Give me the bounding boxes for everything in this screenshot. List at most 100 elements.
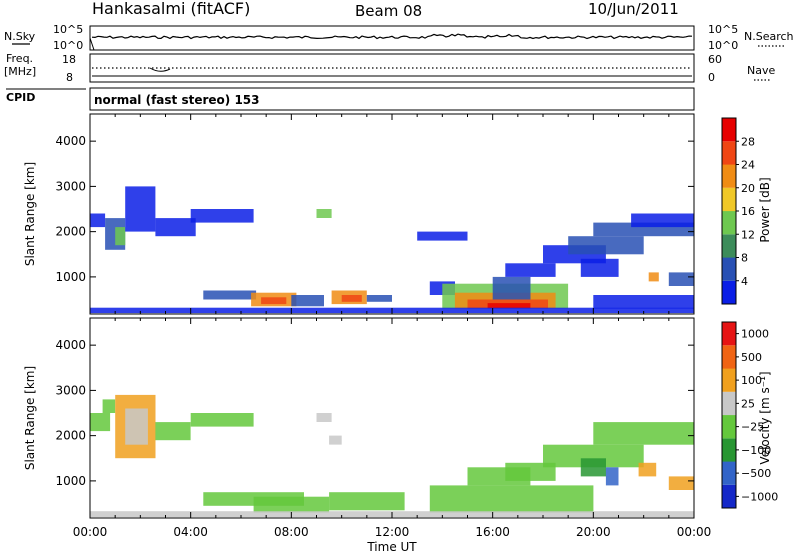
power-colorbar-seg-0 <box>722 280 736 305</box>
velocity-colorbar-seg-0 <box>722 484 736 509</box>
cpid-value: normal (fast stereo) 153 <box>94 93 260 107</box>
velocity-colorbar-seg-7 <box>722 322 736 346</box>
date-title: 10/Jun/2011 <box>588 0 679 18</box>
power-colorbar-label-2: 12 <box>741 228 755 241</box>
power-patch-25 <box>631 213 694 228</box>
freq-label-2: [MHz] <box>4 65 36 78</box>
power-patch-0 <box>90 213 106 228</box>
power-y-label: Slant Range [km] <box>23 162 37 266</box>
noise-tick-top-right: 10^5 <box>708 23 738 36</box>
noise-tick-bottom-left: 10^0 <box>53 39 83 52</box>
velocity-patch-0 <box>90 413 111 432</box>
velocity-colorbar-label-4: −25 <box>741 421 764 434</box>
station-title: Hankasalmi (fitACF) <box>92 0 250 18</box>
noise-tick-bottom-right: 10^0 <box>708 39 738 52</box>
velocity-patch-1 <box>102 399 116 413</box>
noise-start-tick <box>89 37 95 51</box>
velocity-y-label: Slant Range [km] <box>23 366 37 470</box>
power-colorbar-seg-6 <box>722 141 736 165</box>
power-y-ticks: 1000 2000 3000 4000 <box>55 114 695 314</box>
velocity-ytick-label-1: 2000 <box>55 429 86 443</box>
time-tick-label-5: 20:00 <box>576 525 611 539</box>
velocity-colorbar-label-2: 100 <box>741 374 762 387</box>
velocity-colorbar-seg-4 <box>722 391 736 416</box>
velocity-colorbar-label-3: 25 <box>741 397 755 410</box>
power-colorbar-label: Power [dB] <box>758 177 772 242</box>
nsky-trace <box>91 33 693 40</box>
power-patch-19 <box>487 303 531 309</box>
velocity-heatmap <box>90 394 694 518</box>
noise-panel: N.Sky 10^5 10^0 10^5 10^0 N.Search <box>4 23 794 52</box>
power-colorbar-label-3: 16 <box>741 205 755 218</box>
cpid-label: CPID <box>6 91 35 104</box>
power-patch-20 <box>492 276 531 300</box>
power-patch-30 <box>593 295 694 309</box>
time-x-label: Time UT <box>366 540 417 554</box>
velocity-colorbar: 1000 500 100 25 −25 −100 −500 −1000 <box>721 321 778 509</box>
power-colorbar-seg-1 <box>722 257 736 281</box>
velocity-colorbar-label-6: −500 <box>741 467 771 480</box>
velocity-frame <box>89 317 695 519</box>
power-patch-8 <box>261 297 287 305</box>
velocity-patch-15 <box>580 458 606 477</box>
velocity-colorbar-label-1: 500 <box>741 351 762 364</box>
velocity-colorbar-seg-3 <box>722 415 736 439</box>
power-patch-6 <box>203 290 257 300</box>
time-tick-label-3: 12:00 <box>375 525 410 539</box>
velocity-patch-13 <box>543 444 644 468</box>
velocity-colorbar-seg-6 <box>722 345 736 369</box>
velocity-y-ticks: 1000 2000 3000 4000 <box>55 318 695 518</box>
velocity-patch-9 <box>329 492 405 511</box>
velocity-patch-8 <box>316 413 332 422</box>
nsky-label: N.Sky <box>4 30 36 43</box>
time-tick-label-6: 00:00 <box>677 525 712 539</box>
power-patch-28 <box>668 272 694 286</box>
velocity-colorbar-seg-1 <box>722 461 736 485</box>
power-patch-2 <box>115 227 126 246</box>
beam-title: Beam 08 <box>355 2 422 20</box>
power-colorbar-label-1: 8 <box>741 252 748 265</box>
time-tick-label-2: 08:00 <box>274 525 309 539</box>
power-patch-12 <box>341 295 362 302</box>
power-ytick-label-0: 1000 <box>55 270 86 284</box>
velocity-ytick-label-2: 3000 <box>55 383 86 397</box>
power-patch-4 <box>155 218 196 237</box>
power-colorbar-label-0: 4 <box>741 275 748 288</box>
velocity-colorbar-seg-5 <box>722 368 736 392</box>
cpid-frame <box>89 87 695 111</box>
velocity-ytick-label-3: 4000 <box>55 338 86 352</box>
freq-tick-top: 18 <box>62 53 76 66</box>
velocity-patch-16 <box>605 467 619 486</box>
power-colorbar: 4 8 12 16 20 24 28 <box>721 117 755 305</box>
velocity-colorbar-frame <box>721 321 737 509</box>
time-x-ticks: 00:00 04:00 08:00 12:00 16:00 20:00 00:00 <box>73 525 712 539</box>
nave-label: Nave <box>747 64 775 77</box>
power-colorbar-label-4: 20 <box>741 182 755 195</box>
velocity-colorbar-label-5: −100 <box>741 444 771 457</box>
velocity-patch-4 <box>155 422 191 441</box>
power-ytick-label-1: 2000 <box>55 225 86 239</box>
velocity-patch-18 <box>668 476 694 490</box>
power-patch-26 <box>580 258 619 277</box>
velocity-patch-12 <box>505 462 556 481</box>
power-ytick-label-2: 3000 <box>55 179 86 193</box>
velocity-patch-7 <box>253 496 330 513</box>
power-panel: 1000 2000 3000 4000 Slant Range [km] 4 8 12 16… <box>23 113 772 315</box>
power-colorbar-label-6: 28 <box>741 135 755 148</box>
velocity-patch-20 <box>329 435 342 445</box>
power-patch-27 <box>648 272 659 282</box>
velocity-colorbar-label: Velocity [m s⁻¹] <box>758 371 772 464</box>
velocity-patch-5 <box>190 413 254 427</box>
power-patch-9 <box>291 295 324 307</box>
power-colorbar-label-5: 24 <box>741 159 755 172</box>
velocity-patch-10 <box>429 485 594 513</box>
velocity-patch-17 <box>638 462 657 477</box>
velocity-panel: 1000 2000 3000 4000 Slant Range [km] 1000 50… <box>23 317 778 554</box>
power-patch-3 <box>125 186 156 232</box>
power-frame <box>89 113 695 315</box>
velocity-ytick-label-0: 1000 <box>55 474 86 488</box>
freq-tick-bottom: 8 <box>66 71 73 84</box>
nsearch-label: N.Search <box>744 30 794 43</box>
nave-tick-bottom: 0 <box>708 71 715 84</box>
